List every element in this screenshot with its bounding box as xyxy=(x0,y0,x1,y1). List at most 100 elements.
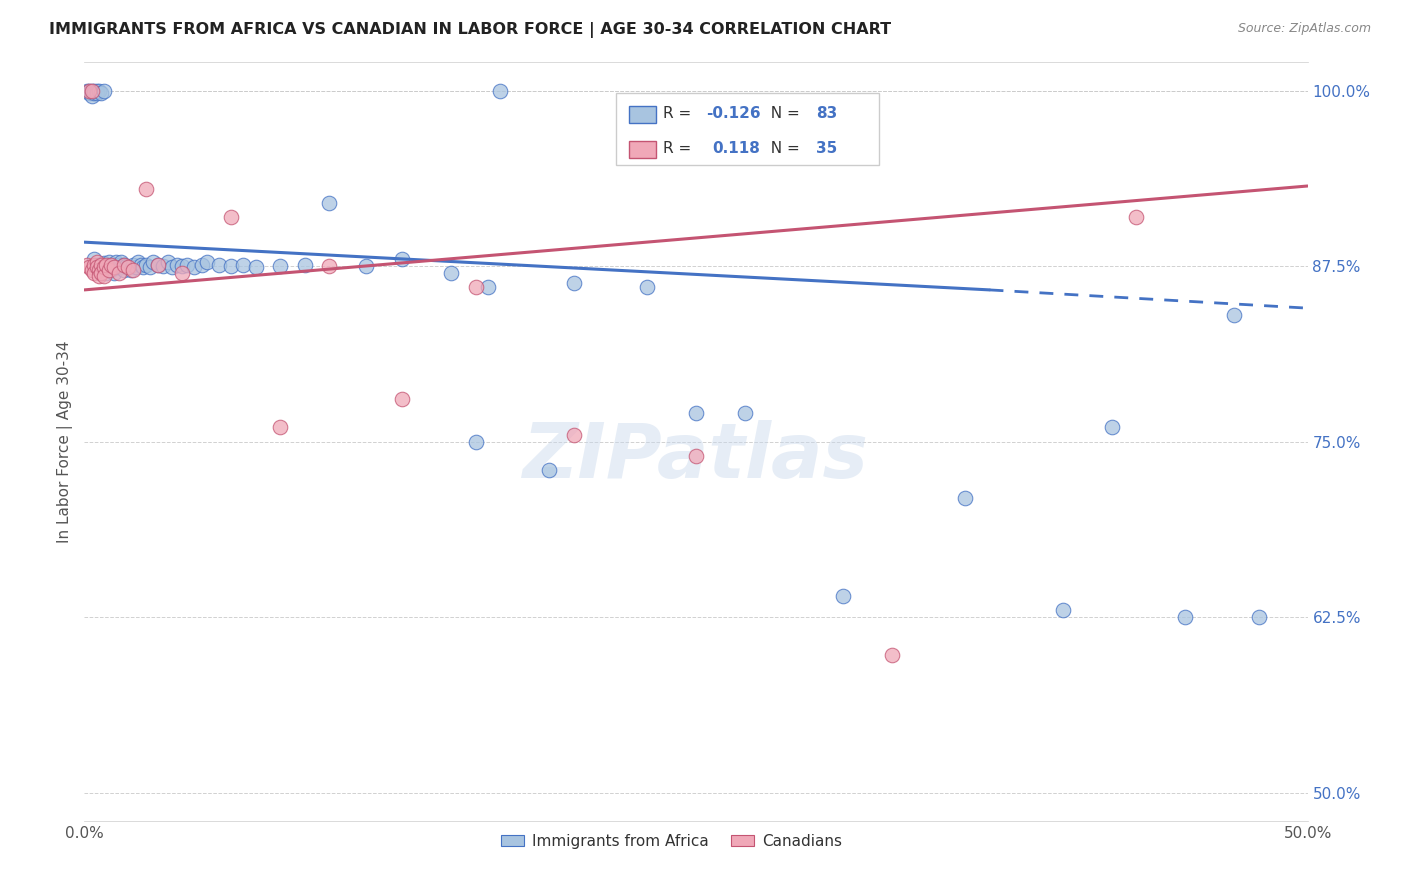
Point xyxy=(464,434,486,449)
Point xyxy=(122,263,145,277)
Point xyxy=(90,266,112,280)
Point xyxy=(100,263,122,277)
Point xyxy=(80,89,103,103)
Point xyxy=(100,258,122,272)
Point xyxy=(86,255,108,269)
Point xyxy=(90,266,112,280)
Point xyxy=(117,260,139,275)
Point xyxy=(87,268,110,283)
Point xyxy=(86,260,108,275)
Point xyxy=(112,258,135,272)
Point xyxy=(77,83,100,97)
Point xyxy=(1125,210,1147,224)
Point xyxy=(87,263,110,277)
Point xyxy=(162,260,184,275)
Point xyxy=(232,258,254,272)
Point xyxy=(318,259,340,273)
Point xyxy=(97,260,120,275)
Point xyxy=(440,266,463,280)
Text: 83: 83 xyxy=(815,106,837,121)
Text: R =: R = xyxy=(664,141,702,156)
Point xyxy=(86,259,108,273)
Point xyxy=(76,83,98,97)
Point xyxy=(152,259,174,273)
Point xyxy=(120,263,142,277)
Point xyxy=(831,589,853,603)
Point xyxy=(562,276,585,290)
FancyBboxPatch shape xyxy=(628,106,655,123)
Point xyxy=(176,258,198,272)
FancyBboxPatch shape xyxy=(616,93,880,165)
Point xyxy=(80,87,103,101)
Point xyxy=(96,258,118,272)
Point xyxy=(880,648,903,662)
Point xyxy=(636,280,658,294)
Point xyxy=(269,420,291,434)
Point xyxy=(97,255,120,269)
Point xyxy=(208,258,231,272)
Point xyxy=(77,83,100,97)
Point xyxy=(93,83,115,97)
Point xyxy=(87,83,110,97)
Point xyxy=(195,255,218,269)
Text: IMMIGRANTS FROM AFRICA VS CANADIAN IN LABOR FORCE | AGE 30-34 CORRELATION CHART: IMMIGRANTS FROM AFRICA VS CANADIAN IN LA… xyxy=(49,22,891,38)
Point xyxy=(139,260,162,275)
Point xyxy=(86,87,108,101)
Point xyxy=(86,83,108,97)
Point xyxy=(103,266,125,280)
Point xyxy=(132,260,155,275)
Point xyxy=(1174,610,1197,624)
Point xyxy=(953,491,976,505)
Legend: Immigrants from Africa, Canadians: Immigrants from Africa, Canadians xyxy=(495,828,848,855)
Point xyxy=(112,263,135,277)
Point xyxy=(100,258,122,272)
Point xyxy=(107,266,129,280)
Point xyxy=(294,258,316,272)
Point xyxy=(112,258,135,272)
Point xyxy=(90,260,112,275)
Point xyxy=(83,266,105,280)
Point xyxy=(97,263,120,277)
Point xyxy=(117,260,139,275)
Point xyxy=(125,260,148,275)
Point xyxy=(477,280,499,294)
Point xyxy=(83,87,105,101)
Point xyxy=(166,258,188,272)
Point xyxy=(96,266,118,280)
Point xyxy=(464,280,486,294)
Point xyxy=(107,258,129,272)
Point xyxy=(76,258,98,272)
Point xyxy=(103,259,125,273)
Point xyxy=(354,259,377,273)
Point xyxy=(538,462,561,476)
Point xyxy=(489,83,512,97)
Point xyxy=(83,83,105,97)
Point xyxy=(83,252,105,266)
Point xyxy=(83,258,105,272)
Point xyxy=(87,258,110,272)
Point xyxy=(146,258,169,272)
Point xyxy=(191,258,214,272)
Point xyxy=(391,252,413,266)
FancyBboxPatch shape xyxy=(628,141,655,158)
Point xyxy=(219,259,242,273)
Text: Source: ZipAtlas.com: Source: ZipAtlas.com xyxy=(1237,22,1371,36)
Point xyxy=(96,260,118,275)
Point xyxy=(93,256,115,270)
Text: N =: N = xyxy=(761,141,804,156)
Point xyxy=(1101,420,1123,434)
Point xyxy=(93,260,115,275)
Point xyxy=(105,260,128,275)
Point xyxy=(245,260,267,275)
Point xyxy=(1052,603,1074,617)
Point xyxy=(219,210,242,224)
Point xyxy=(96,258,118,272)
Text: R =: R = xyxy=(664,106,696,121)
Point xyxy=(135,182,157,196)
Point xyxy=(105,255,128,269)
Point xyxy=(77,260,100,275)
Point xyxy=(127,255,149,269)
Point xyxy=(1223,308,1246,322)
Point xyxy=(80,83,103,97)
Text: 35: 35 xyxy=(815,141,837,156)
